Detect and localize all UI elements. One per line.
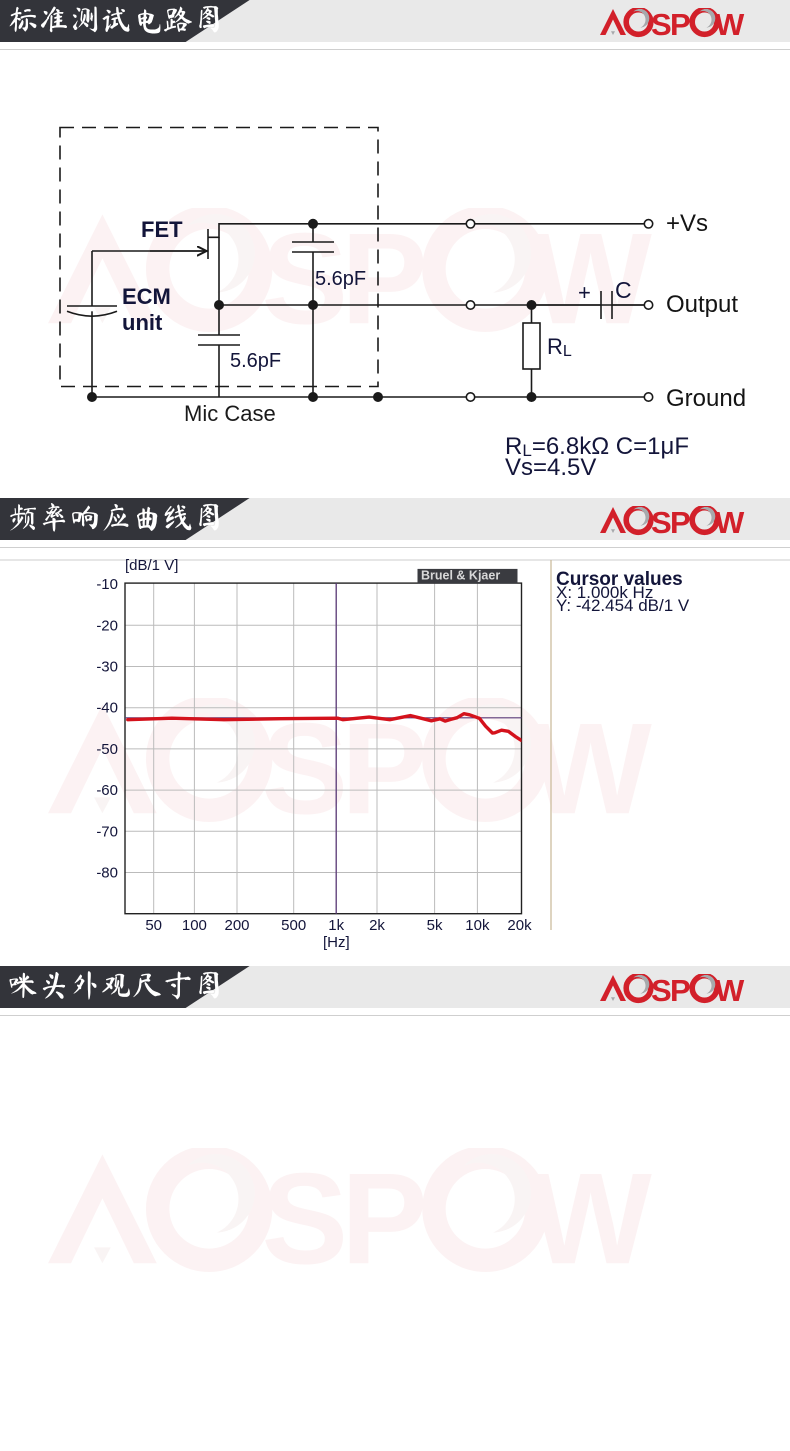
svg-text:P: P <box>341 1148 424 1278</box>
svg-text:W: W <box>715 8 745 38</box>
svg-text:P: P <box>670 8 690 38</box>
svg-text:-30: -30 <box>96 659 118 676</box>
svg-text:1k: 1k <box>328 917 344 934</box>
svg-text:RL: RL <box>547 334 572 360</box>
svg-text:5.6pF: 5.6pF <box>230 350 281 372</box>
svg-text:200: 200 <box>224 917 249 934</box>
svg-text:5k: 5k <box>427 917 443 934</box>
svg-text:Y: -42.454 dB/1 V: Y: -42.454 dB/1 V <box>556 596 690 615</box>
svg-text:10k: 10k <box>465 917 490 934</box>
svg-text:-60: -60 <box>96 782 118 799</box>
svg-text:Mic Case: Mic Case <box>184 401 276 426</box>
svg-text:Vs=4.5V: Vs=4.5V <box>505 454 596 481</box>
svg-text:-70: -70 <box>96 823 118 840</box>
svg-text:500: 500 <box>281 917 306 934</box>
svg-text:W: W <box>715 506 745 536</box>
svg-text:Ground: Ground <box>666 385 746 412</box>
svg-text:FET: FET <box>141 217 183 242</box>
svg-text:5.6pF: 5.6pF <box>315 268 366 290</box>
svg-text:W: W <box>529 1148 652 1278</box>
svg-text:-20: -20 <box>96 617 118 634</box>
svg-text:[dB/1 V]: [dB/1 V] <box>125 557 178 574</box>
svg-text:-10: -10 <box>96 576 118 593</box>
svg-text:P: P <box>670 974 690 1004</box>
svg-text:S: S <box>651 8 671 38</box>
svg-text:100: 100 <box>182 917 207 934</box>
svg-text:ECM: ECM <box>122 284 171 309</box>
svg-text:S: S <box>651 506 671 536</box>
svg-text:S: S <box>651 974 671 1004</box>
svg-text:unit: unit <box>122 310 163 335</box>
svg-text:[Hz]: [Hz] <box>323 934 350 951</box>
svg-text:-80: -80 <box>96 865 118 882</box>
svg-text:-40: -40 <box>96 700 118 717</box>
svg-text:50: 50 <box>145 917 162 934</box>
svg-text:P: P <box>670 506 690 536</box>
svg-text:Bruel & Kjaer: Bruel & Kjaer <box>421 569 500 583</box>
svg-text:+Vs: +Vs <box>666 210 708 237</box>
svg-text:C: C <box>615 277 632 303</box>
svg-text:Output: Output <box>666 291 738 318</box>
svg-text:2k: 2k <box>369 917 385 934</box>
svg-text:-50: -50 <box>96 741 118 758</box>
svg-text:+: + <box>578 280 591 305</box>
svg-text:20k: 20k <box>507 917 532 934</box>
svg-text:S: S <box>261 1148 343 1278</box>
svg-text:W: W <box>715 974 745 1004</box>
